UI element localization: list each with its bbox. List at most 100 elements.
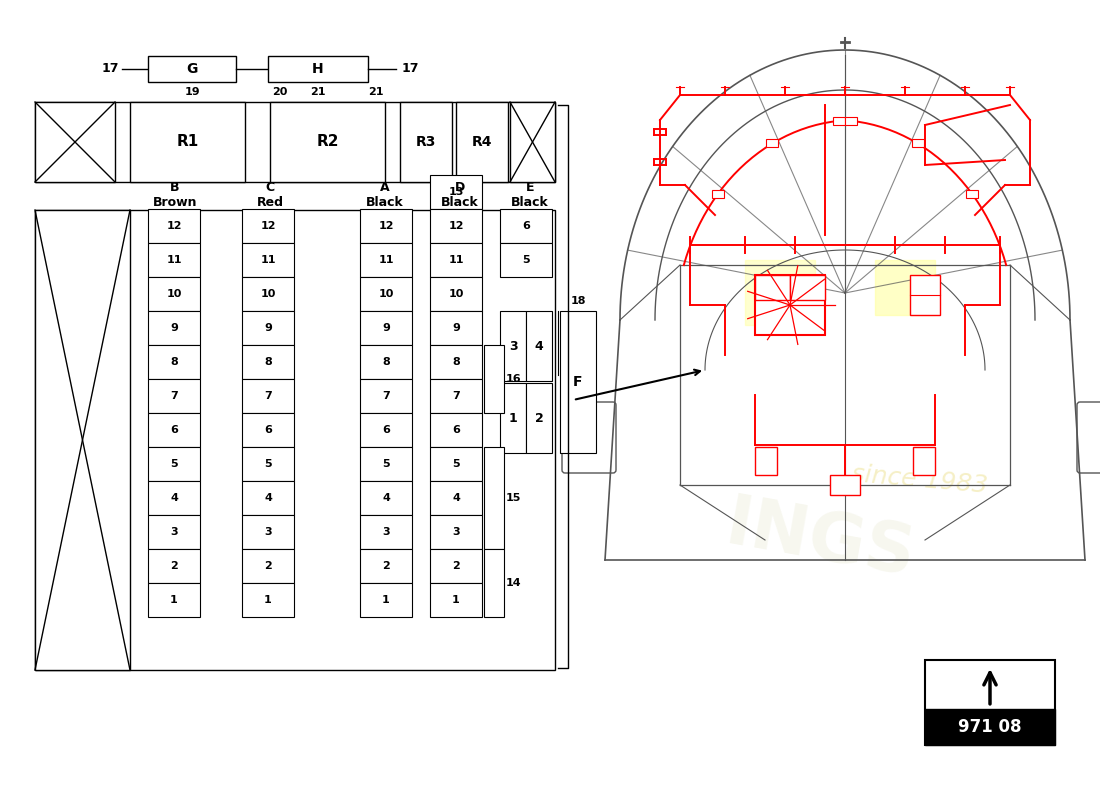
Bar xyxy=(148,549,200,583)
Text: 7: 7 xyxy=(452,391,460,401)
Bar xyxy=(360,481,412,515)
Text: G: G xyxy=(186,62,198,76)
Bar xyxy=(360,413,412,447)
FancyBboxPatch shape xyxy=(1077,402,1100,473)
Bar xyxy=(270,102,385,182)
Text: 3: 3 xyxy=(170,527,178,537)
Text: 6: 6 xyxy=(382,425,389,435)
Text: 19: 19 xyxy=(184,87,200,97)
Bar xyxy=(148,379,200,413)
Text: 7: 7 xyxy=(382,391,389,401)
Text: R3: R3 xyxy=(416,135,437,149)
Text: F: F xyxy=(573,375,583,389)
Polygon shape xyxy=(874,260,935,315)
Bar xyxy=(913,447,935,475)
Text: 21: 21 xyxy=(310,87,326,97)
Bar xyxy=(360,209,412,243)
Text: INGS: INGS xyxy=(720,490,920,590)
Bar xyxy=(712,190,724,198)
Text: E
Black: E Black xyxy=(512,181,549,209)
Bar xyxy=(35,210,556,670)
Text: eur: eur xyxy=(152,499,309,581)
Text: R1: R1 xyxy=(176,134,199,150)
Bar xyxy=(430,447,482,481)
Bar xyxy=(148,345,200,379)
Text: 9: 9 xyxy=(452,323,460,333)
Bar xyxy=(242,447,294,481)
Text: 3: 3 xyxy=(508,339,517,353)
Text: 9: 9 xyxy=(170,323,178,333)
Bar xyxy=(430,583,482,617)
Bar xyxy=(526,311,552,381)
Text: H: H xyxy=(312,62,323,76)
Bar xyxy=(755,447,777,475)
Text: 5: 5 xyxy=(452,459,460,469)
Text: 10: 10 xyxy=(261,289,276,299)
Bar xyxy=(242,209,294,243)
Text: 4: 4 xyxy=(452,493,460,503)
Bar xyxy=(148,515,200,549)
Text: 17: 17 xyxy=(402,62,419,75)
Bar xyxy=(790,275,825,300)
Text: 8: 8 xyxy=(382,357,389,367)
Bar xyxy=(430,345,482,379)
Text: 6: 6 xyxy=(264,425,272,435)
Bar xyxy=(430,277,482,311)
Text: 12: 12 xyxy=(449,221,464,231)
Bar xyxy=(510,102,556,182)
Bar xyxy=(35,102,556,182)
Text: 4: 4 xyxy=(170,493,178,503)
Text: 5: 5 xyxy=(264,459,272,469)
Text: C
Red: C Red xyxy=(256,181,284,209)
Text: 18: 18 xyxy=(570,296,585,306)
Bar xyxy=(430,413,482,447)
Bar xyxy=(242,515,294,549)
Bar xyxy=(912,139,924,147)
Bar xyxy=(360,447,412,481)
Text: 11: 11 xyxy=(261,255,276,265)
Bar xyxy=(500,209,552,243)
Bar xyxy=(484,345,504,413)
Text: 1: 1 xyxy=(508,411,517,425)
Text: 1: 1 xyxy=(382,595,389,605)
Text: D
Black: D Black xyxy=(441,181,478,209)
Bar xyxy=(845,117,857,125)
Text: R2: R2 xyxy=(317,134,339,150)
Text: 1: 1 xyxy=(264,595,272,605)
Bar xyxy=(360,345,412,379)
Text: 5: 5 xyxy=(170,459,178,469)
Text: 5: 5 xyxy=(382,459,389,469)
Bar xyxy=(456,102,508,182)
Text: 11: 11 xyxy=(378,255,394,265)
Text: 7: 7 xyxy=(264,391,272,401)
Bar xyxy=(242,583,294,617)
Bar xyxy=(148,277,200,311)
Text: B
Brown: B Brown xyxy=(153,181,197,209)
Bar xyxy=(430,209,482,243)
Bar xyxy=(430,481,482,515)
Text: 6: 6 xyxy=(170,425,178,435)
Text: 6: 6 xyxy=(522,221,530,231)
Text: 4: 4 xyxy=(382,493,389,503)
Bar xyxy=(360,243,412,277)
Bar xyxy=(925,660,1055,745)
FancyBboxPatch shape xyxy=(562,402,616,473)
Text: since 1983: since 1983 xyxy=(851,462,989,498)
Text: 1: 1 xyxy=(452,595,460,605)
Text: 9: 9 xyxy=(382,323,389,333)
Text: 8: 8 xyxy=(170,357,178,367)
Text: 3: 3 xyxy=(382,527,389,537)
Text: 12: 12 xyxy=(166,221,182,231)
Bar xyxy=(35,210,130,670)
Text: 971 08: 971 08 xyxy=(958,718,1022,736)
Bar xyxy=(360,549,412,583)
Text: 2: 2 xyxy=(535,411,543,425)
Text: A
Black: A Black xyxy=(366,181,404,209)
Bar xyxy=(242,549,294,583)
Bar xyxy=(430,549,482,583)
Text: 8: 8 xyxy=(264,357,272,367)
Bar xyxy=(148,311,200,345)
Text: 1: 1 xyxy=(170,595,178,605)
Bar xyxy=(268,56,368,82)
Text: 2: 2 xyxy=(264,561,272,571)
